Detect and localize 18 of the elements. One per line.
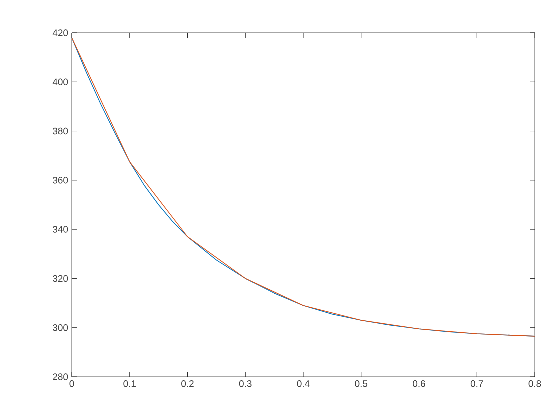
x-tick-label: 0.6 bbox=[413, 380, 426, 388]
x-tick-label: 0.7 bbox=[470, 380, 484, 388]
y-tick-label: 360 bbox=[53, 177, 68, 184]
x-tick-label: 0.1 bbox=[124, 380, 136, 388]
y-tick-label: 320 bbox=[53, 275, 68, 282]
x-tick-label: 0.4 bbox=[297, 380, 310, 388]
y-tick-label: 400 bbox=[52, 78, 68, 86]
x-tick-label: 0.2 bbox=[182, 380, 194, 388]
y-tick-label: 300 bbox=[53, 324, 68, 332]
x-tick-label: 0.5 bbox=[355, 380, 368, 388]
x-tick-label: 0.8 bbox=[528, 380, 542, 388]
x-tick-label: 0 bbox=[70, 380, 74, 388]
line-series bbox=[72, 38, 536, 337]
y-tick-label: 380 bbox=[53, 128, 68, 135]
y-tick-label: 280 bbox=[53, 374, 68, 380]
y-tick-label: 340 bbox=[53, 226, 68, 233]
y-tick-label: 420 bbox=[52, 30, 68, 36]
x-tick-label: 0.3 bbox=[239, 380, 252, 388]
